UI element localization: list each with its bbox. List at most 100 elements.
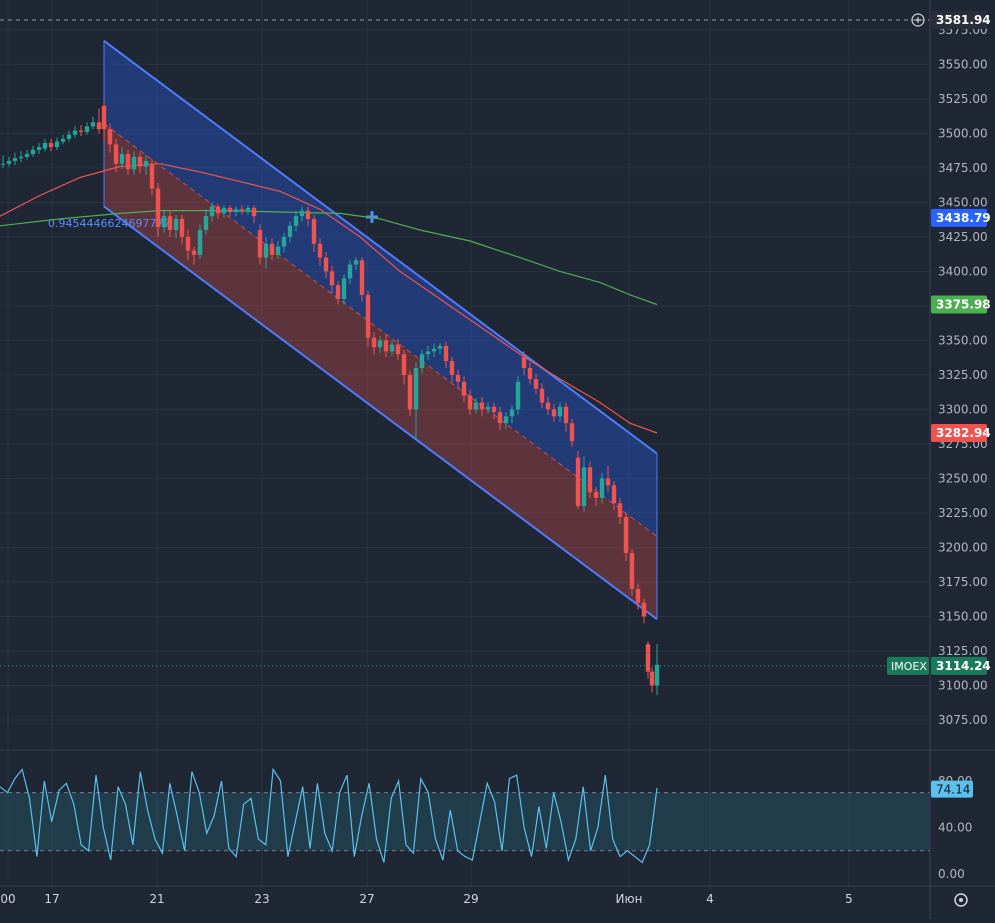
candle: [611, 481, 617, 511]
candle-body: [215, 206, 221, 214]
candle: [437, 343, 443, 355]
candle: [605, 466, 611, 493]
candle: [551, 403, 557, 422]
candle: [461, 376, 467, 403]
candle-body: [293, 216, 299, 226]
candle: [497, 406, 503, 431]
add-icon-plus[interactable]: [915, 17, 921, 23]
candle-body: [593, 492, 599, 498]
channel-upper-line[interactable]: [103, 40, 658, 455]
candle-body: [401, 354, 407, 375]
grid: [0, 0, 930, 886]
candle: [215, 203, 221, 219]
candle-body: [641, 602, 647, 617]
candle-body: [335, 285, 341, 299]
candle-body: [257, 229, 263, 258]
candle-body: [503, 416, 509, 424]
add-icon[interactable]: [911, 13, 925, 27]
candle: [491, 402, 497, 420]
candle: [221, 205, 227, 218]
candle: [233, 206, 239, 217]
candle: [125, 149, 131, 175]
price-tick-label: 3500.00: [938, 126, 988, 140]
time-tick-label: 17: [44, 892, 59, 906]
candle: [42, 138, 48, 152]
candle-body: [18, 156, 24, 159]
price-tick-label: 3100.00: [938, 678, 988, 692]
candle: [395, 339, 401, 360]
candle: [287, 221, 293, 243]
candle: [137, 152, 143, 174]
candle-body: [533, 379, 539, 389]
candle: [227, 205, 233, 217]
candle: [257, 224, 263, 265]
candle: [197, 224, 203, 259]
candle: [275, 241, 281, 259]
candle-body: [12, 158, 18, 161]
candle: [18, 151, 24, 163]
price-tick-label: 3525.00: [938, 92, 988, 106]
channel-lower-line[interactable]: [103, 205, 658, 621]
candle: [509, 405, 515, 424]
candle: [359, 257, 365, 302]
candle: [521, 351, 527, 375]
candle-body: [437, 345, 443, 349]
candle: [587, 461, 593, 498]
candle: [569, 419, 575, 447]
time-tick-label: 4: [706, 892, 714, 906]
candle: [167, 210, 173, 237]
moving-average-line: [0, 210, 658, 306]
candle-body: [497, 412, 503, 424]
candle-body: [467, 395, 473, 410]
candle-body: [551, 409, 557, 417]
candle-body: [419, 354, 425, 368]
moving-average-line: [0, 163, 658, 434]
candle: [365, 290, 371, 348]
candle: [515, 376, 521, 415]
price-tick-label: 3475.00: [938, 161, 988, 175]
oscillator-tick-label: 40.00: [938, 821, 972, 835]
candle: [383, 334, 389, 357]
channel-coefficient-label: 0.9454446624697777: [48, 217, 170, 230]
candle: [449, 356, 455, 382]
candle: [305, 206, 311, 226]
candle: [635, 583, 641, 610]
candle-body: [0, 163, 6, 165]
candle: [48, 138, 54, 152]
price-label-3375-98: 3375.98: [931, 295, 991, 314]
candle: [78, 125, 84, 137]
candle: [323, 252, 329, 279]
candle-body: [131, 156, 137, 170]
candle-body: [113, 144, 119, 164]
candle: [371, 332, 377, 355]
candle-body: [359, 260, 365, 295]
candle-body: [36, 147, 42, 150]
settings-gear-icon[interactable]: [954, 893, 968, 907]
candle-body: [455, 374, 461, 382]
candle: [24, 149, 30, 160]
price-tick-label: 3200.00: [938, 540, 988, 554]
candle: [12, 152, 18, 166]
candle-body: [287, 225, 293, 237]
candle-body: [137, 156, 143, 167]
candle: [347, 260, 353, 284]
candle: [533, 373, 539, 395]
settings-gear-icon-center[interactable]: [959, 898, 963, 902]
oscillator-line: [0, 767, 658, 864]
regression-channel[interactable]: 0.9454446624697777: [48, 40, 658, 621]
time-tick-label: Июн: [616, 892, 643, 906]
candle: [0, 155, 6, 168]
candle-body: [353, 260, 359, 265]
candle-body: [66, 134, 72, 139]
candle: [84, 122, 90, 135]
time-tick-label: 21: [149, 892, 164, 906]
candle: [335, 281, 341, 305]
candle: [654, 644, 660, 696]
candle: [209, 202, 215, 222]
candle-body: [329, 271, 335, 286]
candle: [545, 396, 551, 415]
candle-body: [275, 246, 281, 255]
candle: [6, 156, 12, 167]
